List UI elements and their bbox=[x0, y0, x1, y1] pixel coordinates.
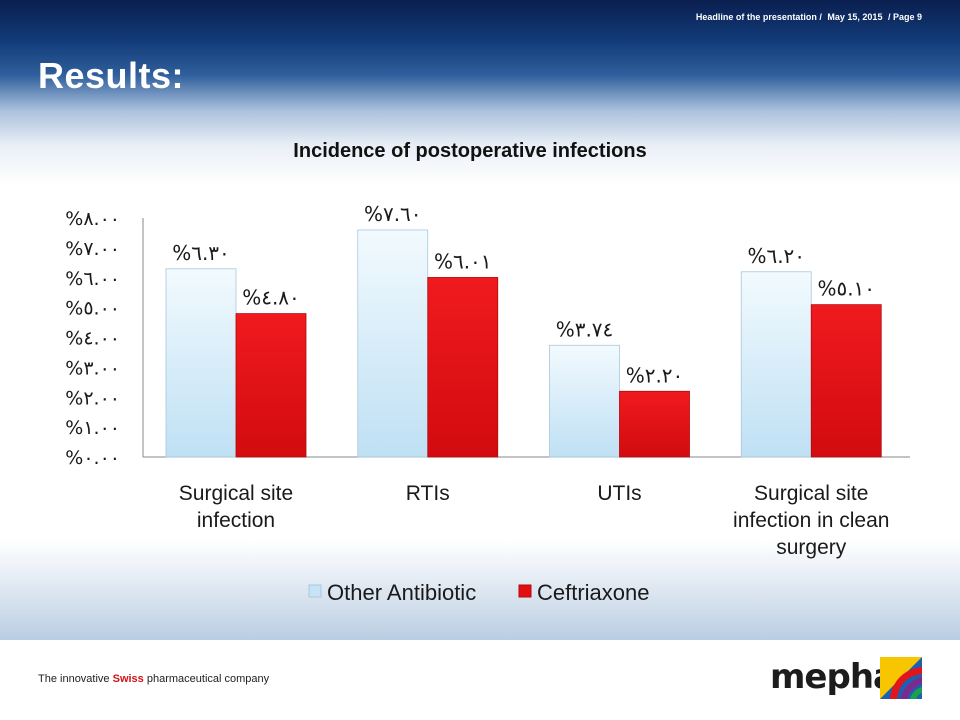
y-tick-label: %٧.٠٠ bbox=[65, 238, 120, 260]
y-tick-label: %٤.٠٠ bbox=[65, 328, 120, 350]
bar-value-label: %٤.٨٠ bbox=[242, 286, 300, 310]
presentation-date: May 15, 2015 bbox=[827, 12, 883, 22]
y-tick-label: %٨.٠٠ bbox=[65, 208, 120, 230]
tagline-highlight: Swiss bbox=[112, 673, 144, 685]
bar-value-label: %٥.١٠ bbox=[817, 277, 875, 301]
bar-value-label: %٦.٠١ bbox=[434, 249, 492, 273]
category-label: UTIs bbox=[597, 482, 641, 505]
tagline-prefix: The innovative bbox=[38, 673, 113, 685]
company-logo-icon bbox=[880, 657, 922, 699]
presentation-headline: Headline of the presentation / bbox=[695, 12, 822, 22]
bar-ceftriaxone bbox=[810, 304, 882, 458]
bar-value-label: %٢.٢٠ bbox=[626, 363, 684, 387]
y-tick-label: %٠.٠٠ bbox=[65, 447, 120, 469]
bar-value-label: %٦.٢٠ bbox=[747, 244, 805, 268]
footer-tagline: The innovative Swiss pharmaceutical comp… bbox=[38, 673, 269, 685]
header-meta: Headline of the presentation / May 15, 2… bbox=[693, 12, 922, 22]
chart-title: Incidence of postoperative infections bbox=[293, 140, 646, 162]
bar-ceftriaxone bbox=[427, 277, 499, 458]
bar-other-antibiotic bbox=[165, 268, 237, 458]
legend-swatch-ceftriaxone bbox=[518, 584, 532, 598]
company-logo-text: mepha bbox=[770, 657, 896, 697]
bar-ceftriaxone bbox=[619, 390, 690, 458]
bar-value-label: %٧.٦٠ bbox=[364, 202, 422, 226]
bar-other-antibiotic bbox=[549, 344, 620, 458]
bar-chart: Incidence of postoperative infections %٠… bbox=[65, 140, 910, 605]
y-tick-label: %١.٠٠ bbox=[65, 417, 120, 439]
y-tick-label: %٦.٠٠ bbox=[65, 268, 120, 290]
bar-other-antibiotic bbox=[740, 271, 812, 458]
y-tick-label: %٢.٠٠ bbox=[65, 387, 120, 409]
legend-label-ceftriaxone: Ceftriaxone bbox=[537, 580, 650, 605]
bar-value-label: %٦.٣٠ bbox=[172, 241, 230, 265]
page-title: Results: bbox=[38, 55, 185, 96]
slide-footer bbox=[0, 640, 960, 720]
bar-value-label: %٣.٧٤ bbox=[556, 317, 614, 341]
y-tick-label: %٥.٠٠ bbox=[65, 298, 120, 320]
tagline-suffix: pharmaceutical company bbox=[143, 673, 270, 685]
legend-swatch-other-antibiotic bbox=[308, 584, 322, 598]
bar-other-antibiotic bbox=[357, 229, 429, 458]
legend-label-other-antibiotic: Other Antibiotic bbox=[327, 580, 476, 605]
page-number: / Page 9 bbox=[887, 12, 922, 22]
category-label: Surgical site infection in clean surgery bbox=[733, 482, 889, 559]
category-label: Surgical site infection bbox=[179, 482, 293, 532]
bar-ceftriaxone bbox=[235, 313, 307, 458]
y-tick-label: %٣.٠٠ bbox=[65, 357, 120, 379]
category-label: RTIs bbox=[406, 482, 450, 505]
